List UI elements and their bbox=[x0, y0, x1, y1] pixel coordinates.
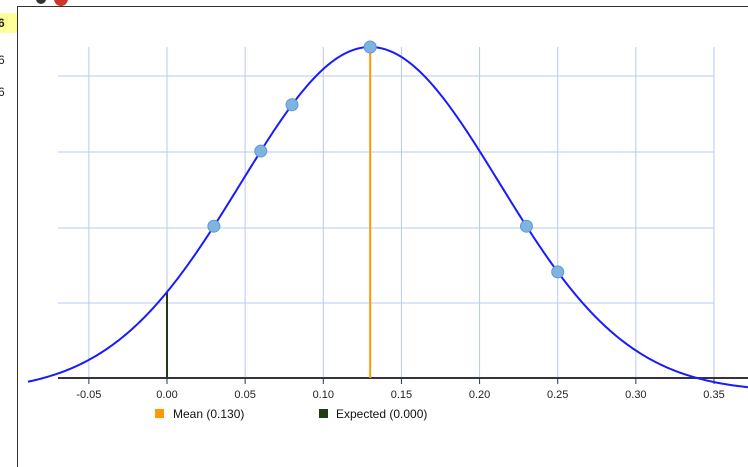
panel-top-border bbox=[17, 6, 748, 7]
density-curve bbox=[27, 45, 748, 389]
side-cell-highlighted[interactable]: 6 bbox=[0, 13, 17, 33]
x-tick-label: 0.00 bbox=[156, 389, 177, 401]
data-points bbox=[207, 40, 565, 279]
vertical-gridlines bbox=[88, 47, 715, 378]
x-tick-label: 0.25 bbox=[547, 389, 568, 401]
x-tick-label: 0.30 bbox=[625, 389, 646, 401]
toolbar-dark-icon[interactable] bbox=[36, 0, 46, 4]
data-point-5[interactable] bbox=[551, 265, 565, 279]
x-tick-label: 0.20 bbox=[469, 389, 490, 401]
data-point-2[interactable] bbox=[285, 98, 299, 112]
x-tick-label: 0.10 bbox=[313, 389, 334, 401]
x-tick-label: -0.05 bbox=[76, 389, 101, 401]
legend-swatch-expected bbox=[319, 409, 328, 418]
legend-label-mean: Mean (0.130) bbox=[173, 407, 244, 421]
side-cell[interactable]: 6 bbox=[0, 85, 5, 99]
legend: Mean (0.130) Expected (0.000) bbox=[155, 407, 427, 421]
data-point-3[interactable] bbox=[363, 40, 377, 54]
horizontal-gridlines bbox=[58, 75, 714, 304]
left-panel: 6 6 6 bbox=[0, 6, 18, 467]
x-tick-label: 0.15 bbox=[391, 389, 412, 401]
side-cell[interactable]: 6 bbox=[0, 53, 5, 67]
legend-label-expected: Expected (0.000) bbox=[336, 407, 427, 421]
x-tick-labels: -0.05 0.00 0.05 0.10 0.15 0.20 0.25 0.30 0.35 bbox=[76, 389, 724, 401]
legend-swatch-mean bbox=[155, 409, 164, 418]
data-point-4[interactable] bbox=[519, 219, 533, 233]
x-tick-label: 0.35 bbox=[703, 389, 724, 401]
top-strip bbox=[0, 0, 748, 6]
toolbar-red-icon[interactable] bbox=[54, 0, 68, 6]
data-point-0[interactable] bbox=[207, 219, 221, 233]
data-point-1[interactable] bbox=[254, 144, 268, 158]
x-tick-label: 0.05 bbox=[234, 389, 255, 401]
